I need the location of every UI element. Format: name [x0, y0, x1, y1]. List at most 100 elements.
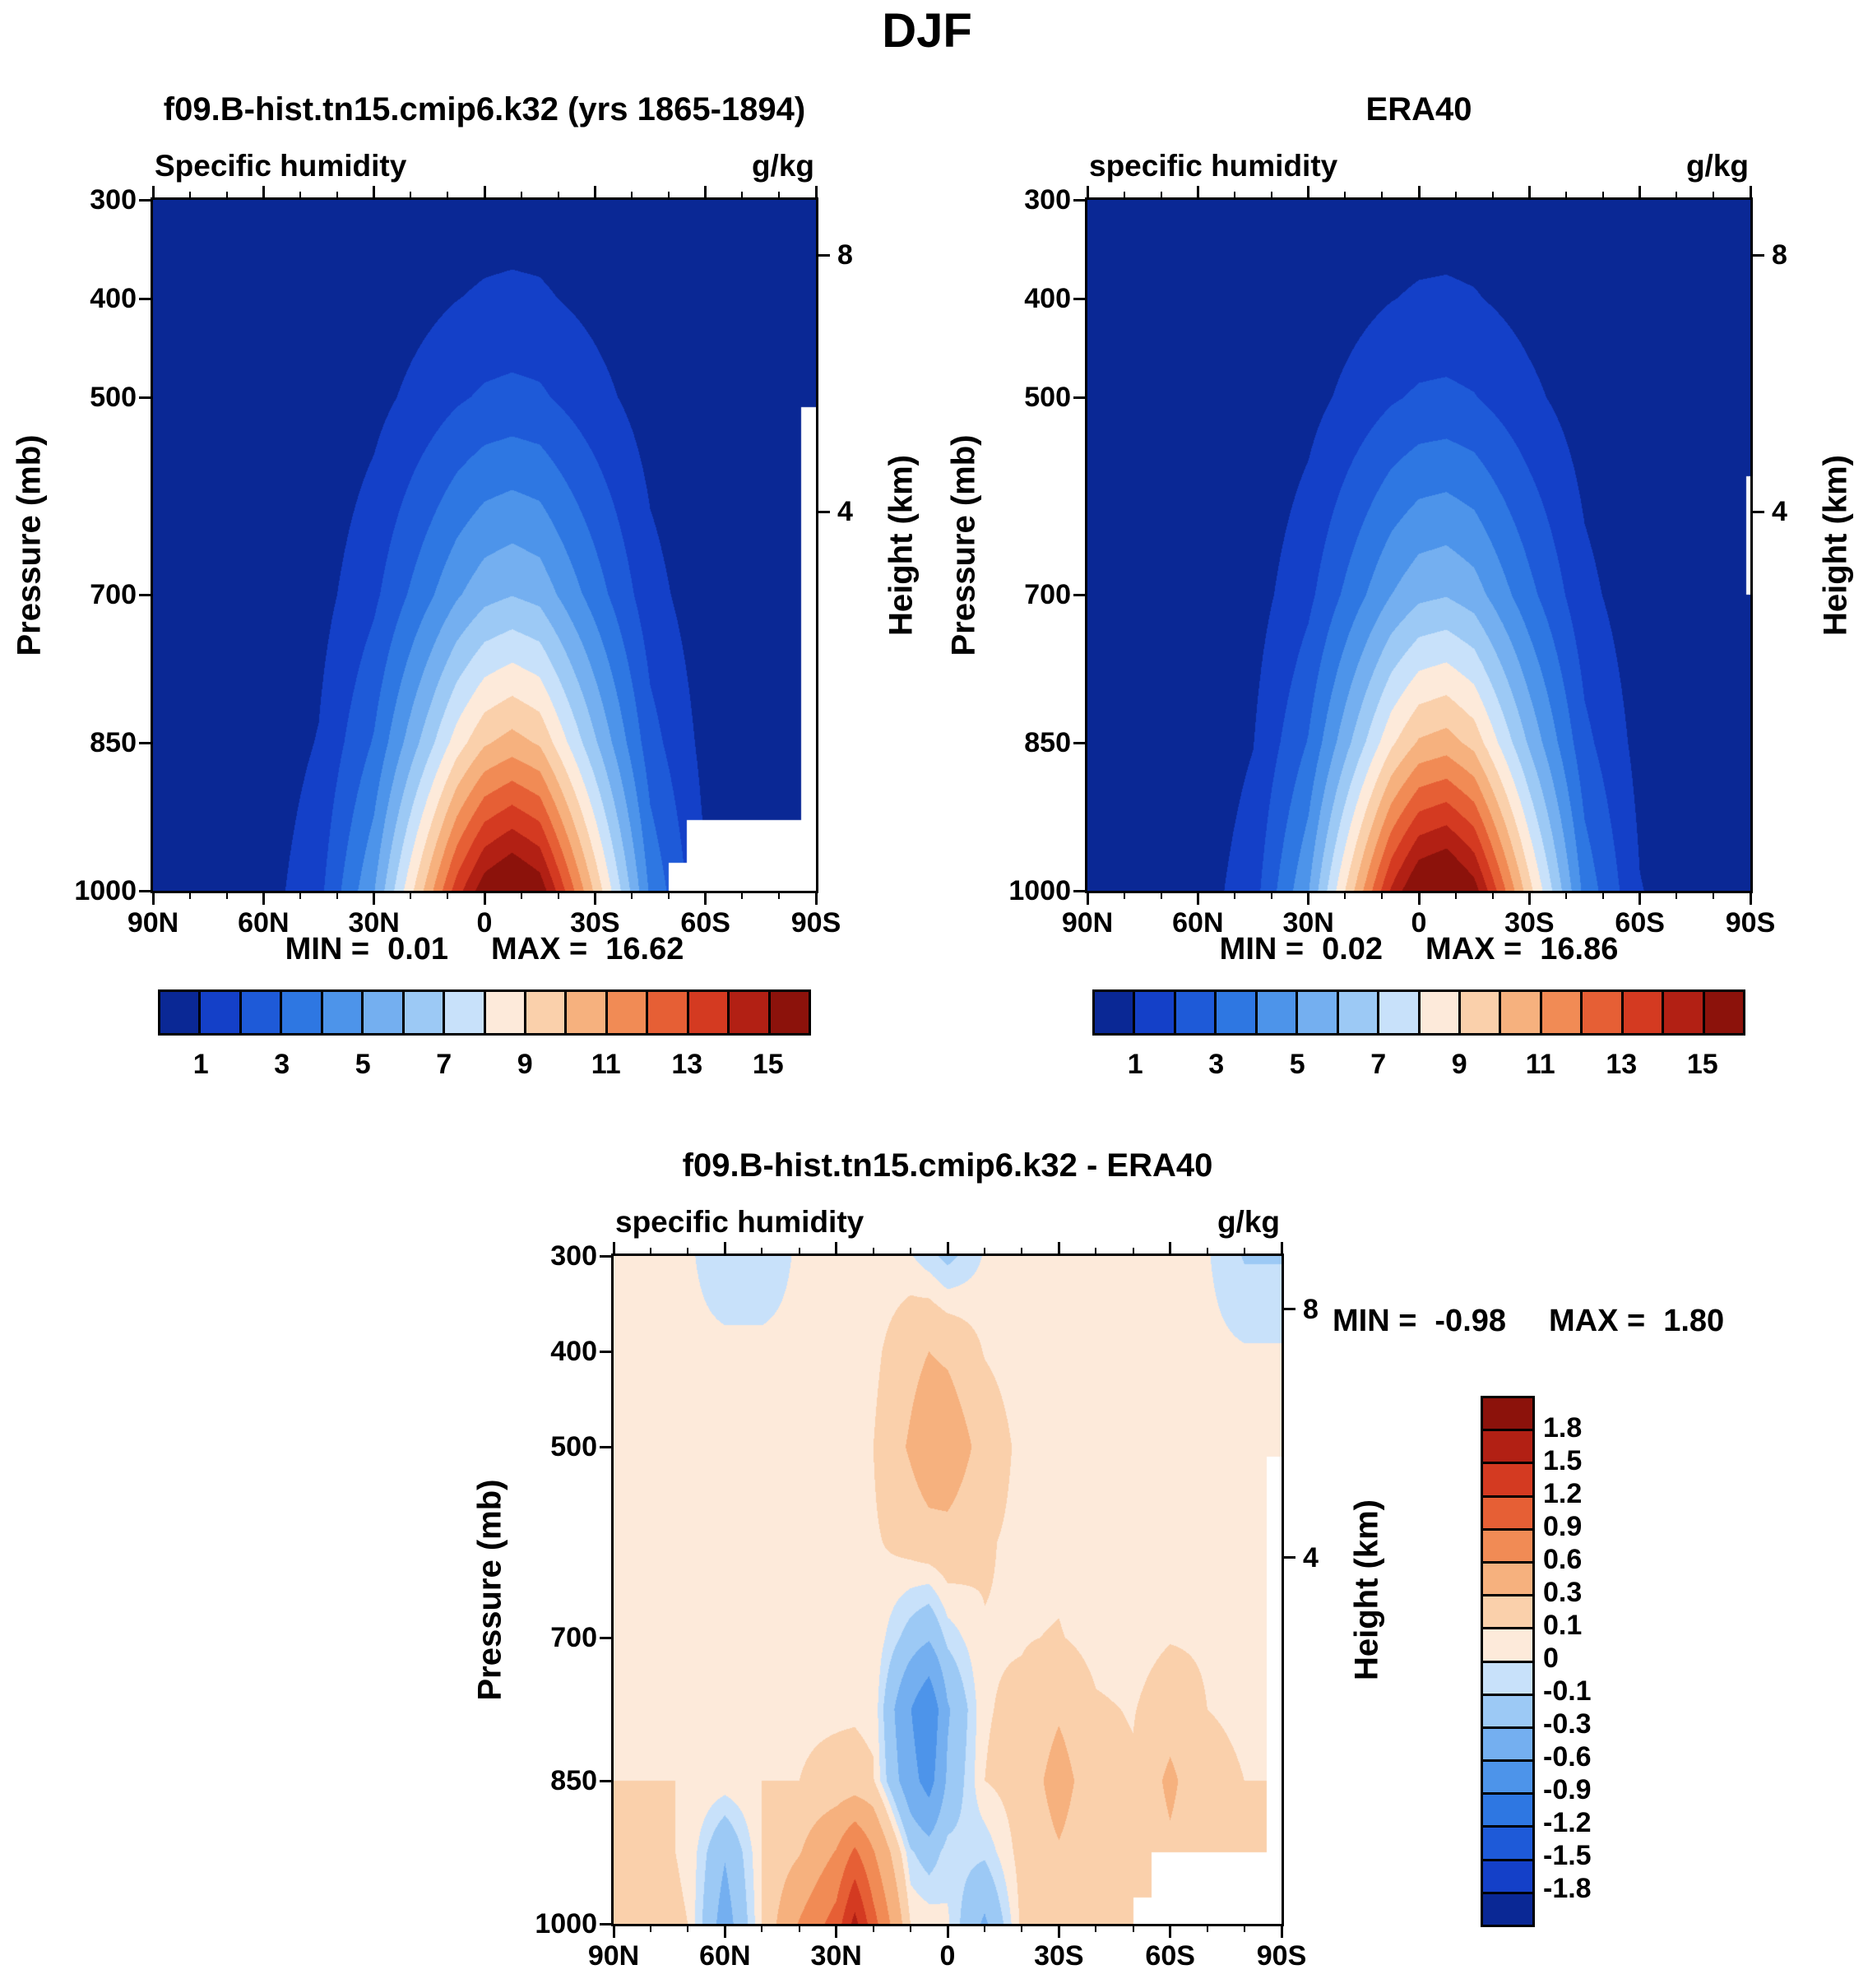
latitude-tick	[835, 1924, 838, 1938]
latitude-minor-tick	[1095, 1924, 1097, 1932]
colorbar-labels-model: 1 3 5 7 9 11 13 15	[160, 1049, 809, 1085]
latitude-minor-tick-top	[225, 192, 228, 200]
units-label-difference: g/kg	[1217, 1205, 1280, 1239]
latitude-tick-label: 90N	[587, 1940, 640, 1972]
units-label-era40: g/kg	[1685, 149, 1749, 183]
min-label: MIN =	[1219, 932, 1305, 966]
figure-title: DJF	[882, 4, 972, 58]
panel-title-difference: f09.B-hist.tn15.cmip6.k32 - ERA40	[682, 1147, 1213, 1184]
field-label-difference: specific humidity	[615, 1205, 864, 1239]
latitude-minor-tick	[1234, 891, 1236, 899]
latitude-minor-tick-top	[631, 192, 633, 200]
latitude-tick-top	[1196, 186, 1199, 200]
latitude-minor-tick-top	[687, 1248, 689, 1256]
latitude-tick-top	[835, 1242, 838, 1256]
latitude-minor-tick-top	[872, 1248, 874, 1256]
colorbar-swatch	[483, 992, 524, 1033]
latitude-tick-top	[1086, 186, 1089, 200]
latitude-minor-tick	[225, 891, 228, 899]
latitude-minor-tick-top	[557, 192, 559, 200]
latitude-minor-tick	[1021, 1924, 1023, 1932]
colorbar-tick-label: 0	[1543, 1643, 1559, 1674]
latitude-tick-top	[1749, 186, 1752, 200]
pressure-tick	[139, 741, 153, 744]
latitude-tick-label: 30N	[1282, 907, 1334, 938]
latitude-minor-tick-top	[1132, 1248, 1134, 1256]
latitude-tick	[612, 1924, 615, 1938]
latitude-minor-tick	[650, 1924, 652, 1932]
latitude-minor-tick-top	[984, 1248, 986, 1256]
colorbar-swatch	[1417, 992, 1458, 1033]
latitude-minor-tick-top	[741, 192, 744, 200]
latitude-minor-tick	[410, 891, 412, 899]
colorbar-model	[158, 989, 811, 1036]
latitude-tick-label: 0	[1411, 907, 1427, 938]
latitude-minor-tick-top	[336, 192, 338, 200]
pressure-tick-label: 700	[1024, 579, 1071, 610]
latitude-minor-tick	[1565, 891, 1568, 899]
height-tick	[816, 253, 830, 257]
colorbar-swatch	[1620, 992, 1662, 1033]
colorbar-swatch	[1458, 992, 1499, 1033]
latitude-minor-tick	[1160, 891, 1162, 899]
colorbar-swatch	[605, 992, 647, 1033]
max-value: 16.62	[605, 932, 684, 966]
latitude-minor-tick	[778, 891, 781, 899]
latitude-tick	[1196, 891, 1199, 905]
latitude-tick-top	[612, 1242, 615, 1256]
colorbar-tick-label: 3	[274, 1049, 290, 1080]
max-value: 16.86	[1540, 932, 1619, 966]
latitude-minor-tick-top	[1601, 192, 1604, 200]
latitude-minor-tick-top	[1095, 1248, 1097, 1256]
height-axis-title-difference: Height (km)	[1348, 1499, 1385, 1680]
colorbar-swatch	[280, 992, 321, 1033]
latitude-minor-tick-top	[1206, 1248, 1208, 1256]
latitude-tick-label: 60N	[1172, 907, 1224, 938]
colorbar-tick-label: -0.9	[1543, 1774, 1592, 1805]
colorbar-swatch	[1483, 1527, 1532, 1561]
latitude-tick-top	[814, 186, 818, 200]
latitude-tick	[814, 891, 818, 905]
colorbar-swatch	[727, 992, 768, 1033]
colorbar-tick-label: 1	[1127, 1049, 1143, 1080]
latitude-tick	[262, 891, 265, 905]
colorbar-swatch	[1254, 992, 1296, 1033]
pressure-tick-label: 1000	[1008, 875, 1071, 906]
colorbar-tick-label: 9	[517, 1049, 533, 1080]
colorbar-tick-label: 13	[1606, 1049, 1638, 1080]
pressure-tick	[139, 889, 153, 892]
colorbar-swatch	[1173, 992, 1215, 1033]
latitude-tick-label: 60N	[699, 1940, 751, 1972]
colorbar-swatch	[320, 992, 362, 1033]
pressure-axis-title-model: Pressure (mb)	[11, 434, 48, 656]
pressure-tick	[139, 396, 153, 399]
panel-title-model: f09.B-hist.tn15.cmip6.k32 (yrs 1865-1894…	[163, 91, 806, 127]
panel-model: f09.B-hist.tn15.cmip6.k32 (yrs 1865-1894…	[12, 91, 920, 1080]
latitude-minor-tick-top	[909, 1248, 911, 1256]
latitude-minor-tick	[1713, 891, 1715, 899]
latitude-minor-tick-top	[1021, 1248, 1023, 1256]
field-label-model: Specific humidity	[155, 149, 407, 183]
colorbar-swatch	[1483, 1759, 1532, 1793]
latitude-tick	[723, 1924, 726, 1938]
min-value: 0.01	[387, 932, 449, 966]
latitude-minor-tick-top	[1160, 192, 1162, 200]
latitude-tick-label: 30S	[570, 907, 620, 938]
pressure-tick-label: 500	[550, 1431, 597, 1462]
min-value: -0.98	[1435, 1304, 1507, 1338]
colorbar-swatch	[1095, 992, 1133, 1033]
pressure-tick	[600, 1779, 614, 1782]
min-value: 0.02	[1322, 932, 1384, 966]
contour-plot-era40	[1087, 200, 1750, 891]
pressure-tick-label: 400	[90, 283, 137, 314]
pressure-axis-title-difference: Pressure (mb)	[471, 1479, 508, 1701]
latitude-minor-tick-top	[667, 192, 670, 200]
pressure-tick-label: 500	[90, 382, 137, 413]
colorbar-tick-label: -0.3	[1543, 1708, 1592, 1740]
pressure-tick-label: 700	[90, 579, 137, 610]
pressure-tick	[139, 297, 153, 300]
latitude-minor-tick	[1243, 1924, 1245, 1932]
pressure-tick-label: 300	[90, 184, 137, 215]
colorbar-labels-era40: 1 3 5 7 9 11 13 15	[1095, 1049, 1743, 1085]
colorbar-tick-label: 1.5	[1543, 1445, 1583, 1476]
